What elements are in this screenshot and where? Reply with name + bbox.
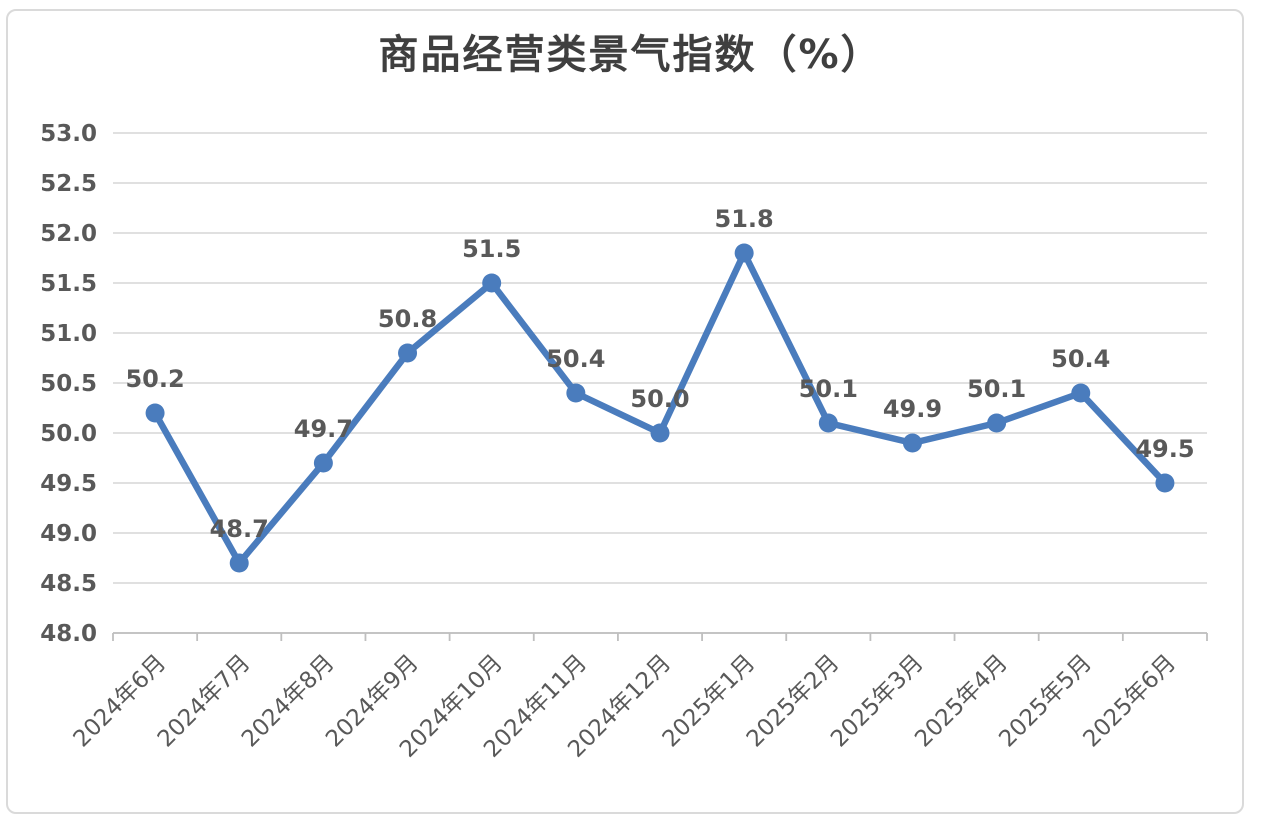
data-label: 50.4 xyxy=(1051,345,1110,373)
data-label: 51.8 xyxy=(715,205,774,233)
y-axis-labels: 53.0 52.5 52.0 51.5 51.0 50.5 50.0 49.5 49.0 48.5… xyxy=(40,121,97,647)
data-point-marker xyxy=(482,273,502,293)
data-point-marker xyxy=(145,403,165,423)
data-point-marker xyxy=(1071,383,1091,403)
data-point-marker xyxy=(229,553,249,573)
data-point-marker xyxy=(398,343,418,363)
data-label: 50.1 xyxy=(967,375,1026,403)
data-label: 49.9 xyxy=(883,395,942,423)
data-label: 50.4 xyxy=(546,345,605,373)
data-label: 50.8 xyxy=(378,305,437,333)
y-axis-label: 49.5 xyxy=(40,471,97,497)
x-axis-labels: 2024年6月2024年7月2024年8月2024年9月2024年10月2024… xyxy=(69,650,1181,763)
data-label: 49.7 xyxy=(294,415,353,443)
data-point-marker xyxy=(566,383,586,403)
y-axis-label: 50.0 xyxy=(40,421,97,447)
data-label: 50.0 xyxy=(630,385,689,413)
y-axis-label: 48.5 xyxy=(40,571,97,597)
chart-title: 商品经营类景气指数（%） xyxy=(378,32,883,78)
data-label: 49.5 xyxy=(1135,435,1194,463)
data-point-marker xyxy=(818,413,838,433)
data-point-marker xyxy=(734,243,754,263)
data-label: 50.2 xyxy=(125,365,184,393)
data-labels: 50.2 48.7 49.7 50.8 51.5 50.4 50.0 51.8 50.1 49.9… xyxy=(125,205,1194,543)
data-label: 50.1 xyxy=(799,375,858,403)
y-axis-label: 50.5 xyxy=(40,371,97,397)
data-point-marker xyxy=(987,413,1007,433)
y-axis-label: 51.5 xyxy=(40,271,97,297)
x-axis xyxy=(112,632,1208,641)
y-axis-label: 51.0 xyxy=(40,321,97,347)
y-axis-label: 52.5 xyxy=(40,171,97,197)
data-point-marker xyxy=(1155,473,1175,493)
y-axis-label: 48.0 xyxy=(40,621,97,647)
data-label: 51.5 xyxy=(462,235,521,263)
y-axis-label: 52.0 xyxy=(40,221,97,247)
data-label: 48.7 xyxy=(210,515,269,543)
data-point-markers xyxy=(145,243,1175,573)
y-axis-label: 49.0 xyxy=(40,521,97,547)
data-point-marker xyxy=(902,433,922,453)
data-point-marker xyxy=(650,423,670,443)
y-axis-label: 53.0 xyxy=(40,121,97,147)
data-point-marker xyxy=(313,453,333,473)
y-gridlines xyxy=(113,132,1207,634)
